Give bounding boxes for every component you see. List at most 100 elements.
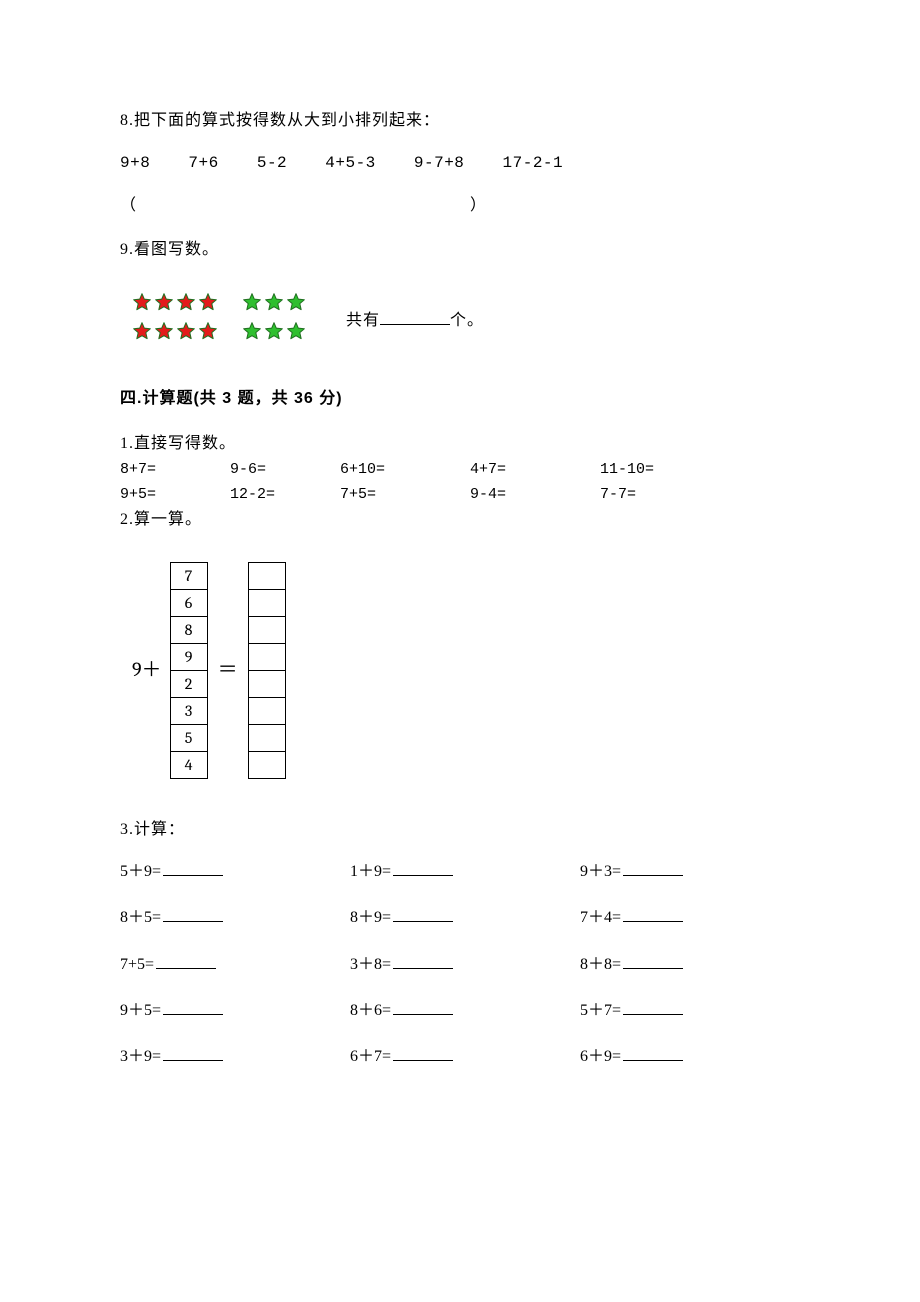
calc3-expr: 6＋9= [580,1048,621,1065]
ladder-answer-cell[interactable] [249,617,285,644]
calc3-expr: 8＋6= [350,1002,391,1019]
star-icon [198,321,218,341]
q8-expr: 7+6 [188,154,218,172]
calc3-expr: 5＋9= [120,863,161,880]
star-group [132,292,218,349]
ladder-value-cell: 3 [171,698,207,725]
star [198,292,218,319]
section4-q1-title: 1.直接写得数。 [120,433,920,455]
calc3-cell: 7＋4= [580,905,780,929]
calc3-expr: 3＋9= [120,1048,161,1065]
star [132,292,152,319]
star [242,292,262,319]
calc-cell: 9-4= [470,484,600,505]
ladder-answer-cell[interactable] [249,698,285,725]
q8-expr: 5-2 [257,154,287,172]
star [132,321,152,348]
calc3-cell: 8＋8= [580,952,780,976]
star [264,292,284,319]
calc3-blank[interactable] [393,905,453,922]
calc-cell: 8+7= [120,459,230,480]
ladder-value-cell: 7 [171,563,207,590]
calc3-blank[interactable] [623,1044,683,1061]
calc3-cell: 6＋9= [580,1044,780,1068]
calc3-blank[interactable] [623,998,683,1015]
calc3-blank[interactable] [393,952,453,969]
calc3-expr: 9＋5= [120,1002,161,1019]
calc3-cell: 7+5= [120,952,350,976]
calc3-expr: 3＋8= [350,956,391,973]
calc3-blank[interactable] [623,905,683,922]
ladder-answer-cell[interactable] [249,644,285,671]
star-icon [242,292,262,312]
calc3-cell: 9＋5= [120,998,350,1022]
q8-expr: 4+5-3 [325,154,376,172]
calc3-cell: 5＋7= [580,998,780,1022]
star-row [242,292,306,319]
star-icon [176,321,196,341]
star [198,321,218,348]
calc3-blank[interactable] [623,952,683,969]
calc3-expr: 7+5= [120,956,154,973]
calc-cell: 7+5= [340,484,470,505]
ladder-answer-cell[interactable] [249,752,285,778]
section4-q3-grid: 5＋9=1＋9=9＋3=8＋5=8＋9=7＋4=7+5=3＋8=8＋8=9＋5=… [120,859,920,1069]
calc3-blank[interactable] [163,905,223,922]
calc3-blank[interactable] [163,859,223,876]
q9-stars-block: 共有 个。 [120,292,920,349]
ladder-value-cell: 9 [171,644,207,671]
star-icon [154,321,174,341]
calc3-cell: 1＋9= [350,859,580,883]
calc3-blank[interactable] [156,952,216,969]
q9-blank[interactable] [380,308,450,325]
calc-cell: 7-7= [600,484,700,505]
star-icon [264,321,284,341]
calc3-blank[interactable] [393,998,453,1015]
ladder-prefix: 9＋ [132,656,162,684]
ladder-values-column: 76892354 [170,562,208,779]
q9-label: 共有 个。 [346,308,484,332]
calc3-expr: 6＋7= [350,1048,391,1065]
calc-cell: 11-10= [600,459,700,480]
star [286,292,306,319]
ladder-answer-cell[interactable] [249,563,285,590]
calc3-blank[interactable] [163,1044,223,1061]
star-icon [176,292,196,312]
ladder-value-cell: 5 [171,725,207,752]
star-row [132,292,218,319]
calc3-cell: 3＋9= [120,1044,350,1068]
q8-expr: 9+8 [120,154,150,172]
section4-q3-title: 3.计算： [120,819,920,841]
q9-star-groups [132,292,306,349]
calc-cell: 6+10= [340,459,470,480]
ladder-answer-cell[interactable] [249,590,285,617]
star [154,292,174,319]
calc3-blank[interactable] [163,998,223,1015]
star [176,321,196,348]
q8-expr: 9-7+8 [414,154,465,172]
q9-label-suffix: 个。 [450,312,484,329]
star-icon [286,292,306,312]
star-icon [264,292,284,312]
section4-heading: 四.计算题(共 3 题，共 36 分) [120,388,920,410]
star-icon [286,321,306,341]
ladder-answer-cell[interactable] [249,671,285,698]
section4-q2-ladder: 9＋ 76892354 ＝ [132,562,920,779]
calc3-expr: 5＋7= [580,1002,621,1019]
q8-answer-parens: （ ） [120,195,920,217]
calc3-blank[interactable] [623,859,683,876]
calc3-cell: 6＋7= [350,1044,580,1068]
calc3-blank[interactable] [393,1044,453,1061]
star-icon [154,292,174,312]
star [286,321,306,348]
ladder-answer-cell[interactable] [249,725,285,752]
calc3-blank[interactable] [393,859,453,876]
ladder-answers-column [248,562,286,779]
ladder-equals: ＝ [218,656,238,684]
q8-expressions: 9+8 7+6 5-2 4+5-3 9-7+8 17-2-1 [120,152,920,174]
ladder-value-cell: 6 [171,590,207,617]
q9-label-prefix: 共有 [346,312,380,329]
section4-q1-grid: 8+7=9-6=6+10=4+7=11-10=9+5=12-2=7+5=9-4=… [120,459,920,505]
q9-text: 9.看图写数。 [120,239,920,261]
star-group [242,292,306,349]
